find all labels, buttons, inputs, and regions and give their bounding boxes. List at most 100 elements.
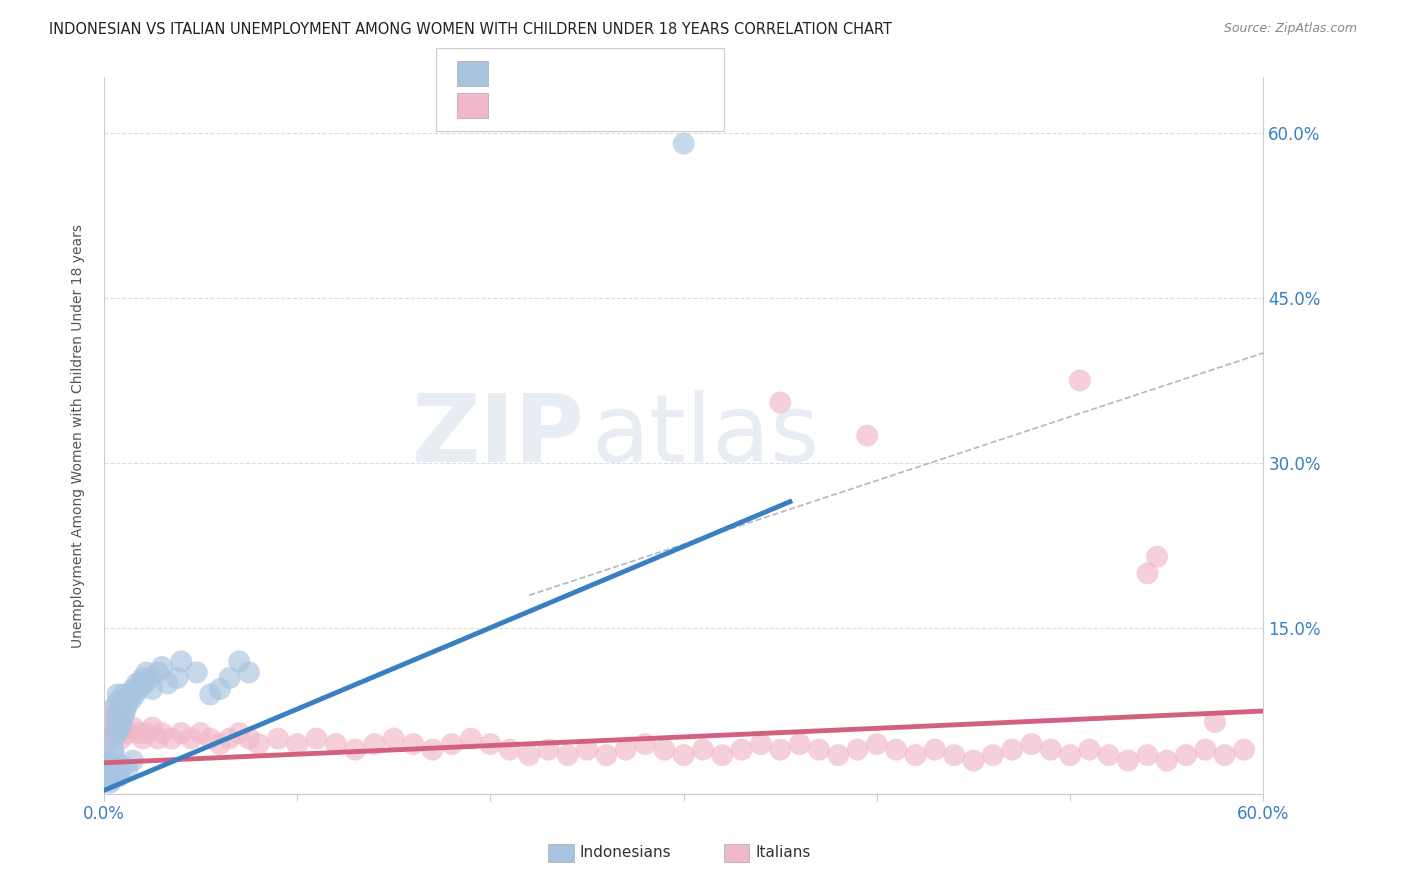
Text: 90: 90 <box>630 98 654 112</box>
Point <box>108 769 131 783</box>
Point <box>135 665 157 680</box>
Point <box>129 676 152 690</box>
Point <box>856 428 879 442</box>
Point <box>103 748 125 763</box>
Point <box>576 742 599 756</box>
Point <box>128 726 150 740</box>
Point <box>115 763 138 777</box>
Point <box>134 676 156 690</box>
Text: N =: N = <box>585 98 624 112</box>
Point <box>103 709 125 723</box>
Point <box>769 395 792 409</box>
Point <box>1213 748 1236 763</box>
Point <box>115 726 138 740</box>
Point <box>104 698 127 713</box>
Point <box>166 671 188 685</box>
Point <box>103 742 125 756</box>
Point <box>103 714 125 729</box>
Point <box>208 681 231 696</box>
Point <box>305 731 328 746</box>
Point <box>122 681 145 696</box>
Text: Italians: Italians <box>755 846 810 860</box>
Point <box>228 726 250 740</box>
Point <box>422 742 444 756</box>
Point <box>122 721 145 735</box>
Point <box>1098 748 1121 763</box>
Point <box>135 726 157 740</box>
Point <box>98 775 121 789</box>
Point <box>114 693 136 707</box>
Point <box>146 731 169 746</box>
Point <box>1059 748 1081 763</box>
Point <box>1204 714 1226 729</box>
Point <box>112 721 135 735</box>
Point <box>924 742 946 756</box>
Point <box>122 754 145 768</box>
Point <box>200 731 222 746</box>
Point <box>1146 549 1168 564</box>
Point <box>108 704 131 718</box>
Point <box>107 726 129 740</box>
Point <box>107 764 129 779</box>
Point <box>267 731 290 746</box>
Point <box>110 698 132 713</box>
Y-axis label: Unemployment Among Women with Children Under 18 years: Unemployment Among Women with Children U… <box>72 224 86 648</box>
Point <box>1175 748 1198 763</box>
Point <box>141 721 163 735</box>
Point <box>112 709 135 723</box>
Point <box>98 704 121 718</box>
Point <box>460 731 482 746</box>
Point <box>190 726 212 740</box>
Point <box>150 726 173 740</box>
Point <box>1001 742 1024 756</box>
Point <box>100 763 122 777</box>
Point <box>654 742 676 756</box>
Point <box>180 731 202 746</box>
Text: 0.105: 0.105 <box>524 98 572 112</box>
Point <box>769 742 792 756</box>
Point <box>827 748 849 763</box>
Point <box>108 714 131 729</box>
Point <box>107 709 129 723</box>
Point <box>325 737 347 751</box>
Point <box>104 726 127 740</box>
Point <box>104 709 127 723</box>
Point <box>100 726 122 740</box>
Point <box>672 748 695 763</box>
Point <box>108 693 131 707</box>
Point <box>118 688 141 702</box>
Point <box>595 748 617 763</box>
Point <box>749 737 772 751</box>
Point <box>1156 754 1178 768</box>
Point <box>110 731 132 746</box>
Point <box>1078 742 1101 756</box>
Point <box>884 742 907 756</box>
Point <box>141 681 163 696</box>
Point <box>104 767 127 781</box>
Point <box>537 742 560 756</box>
Point <box>98 759 121 773</box>
Point <box>160 731 183 746</box>
Point <box>104 709 127 723</box>
Text: atlas: atlas <box>591 390 820 482</box>
Point <box>128 681 150 696</box>
Text: Source: ZipAtlas.com: Source: ZipAtlas.com <box>1223 22 1357 36</box>
Point <box>108 721 131 735</box>
Point <box>479 737 502 751</box>
Point <box>614 742 637 756</box>
Text: Indonesians: Indonesians <box>579 846 671 860</box>
Point <box>131 671 153 685</box>
Point <box>789 737 811 751</box>
Point <box>218 731 240 746</box>
Point <box>100 754 122 768</box>
Point <box>100 721 122 735</box>
Point <box>1069 374 1091 388</box>
Point <box>139 671 162 685</box>
Text: ZIP: ZIP <box>412 390 585 482</box>
Text: INDONESIAN VS ITALIAN UNEMPLOYMENT AMONG WOMEN WITH CHILDREN UNDER 18 YEARS CORR: INDONESIAN VS ITALIAN UNEMPLOYMENT AMONG… <box>49 22 893 37</box>
Point <box>131 731 153 746</box>
Point <box>730 742 752 756</box>
Point <box>1194 742 1216 756</box>
Point <box>1021 737 1043 751</box>
Point <box>110 714 132 729</box>
